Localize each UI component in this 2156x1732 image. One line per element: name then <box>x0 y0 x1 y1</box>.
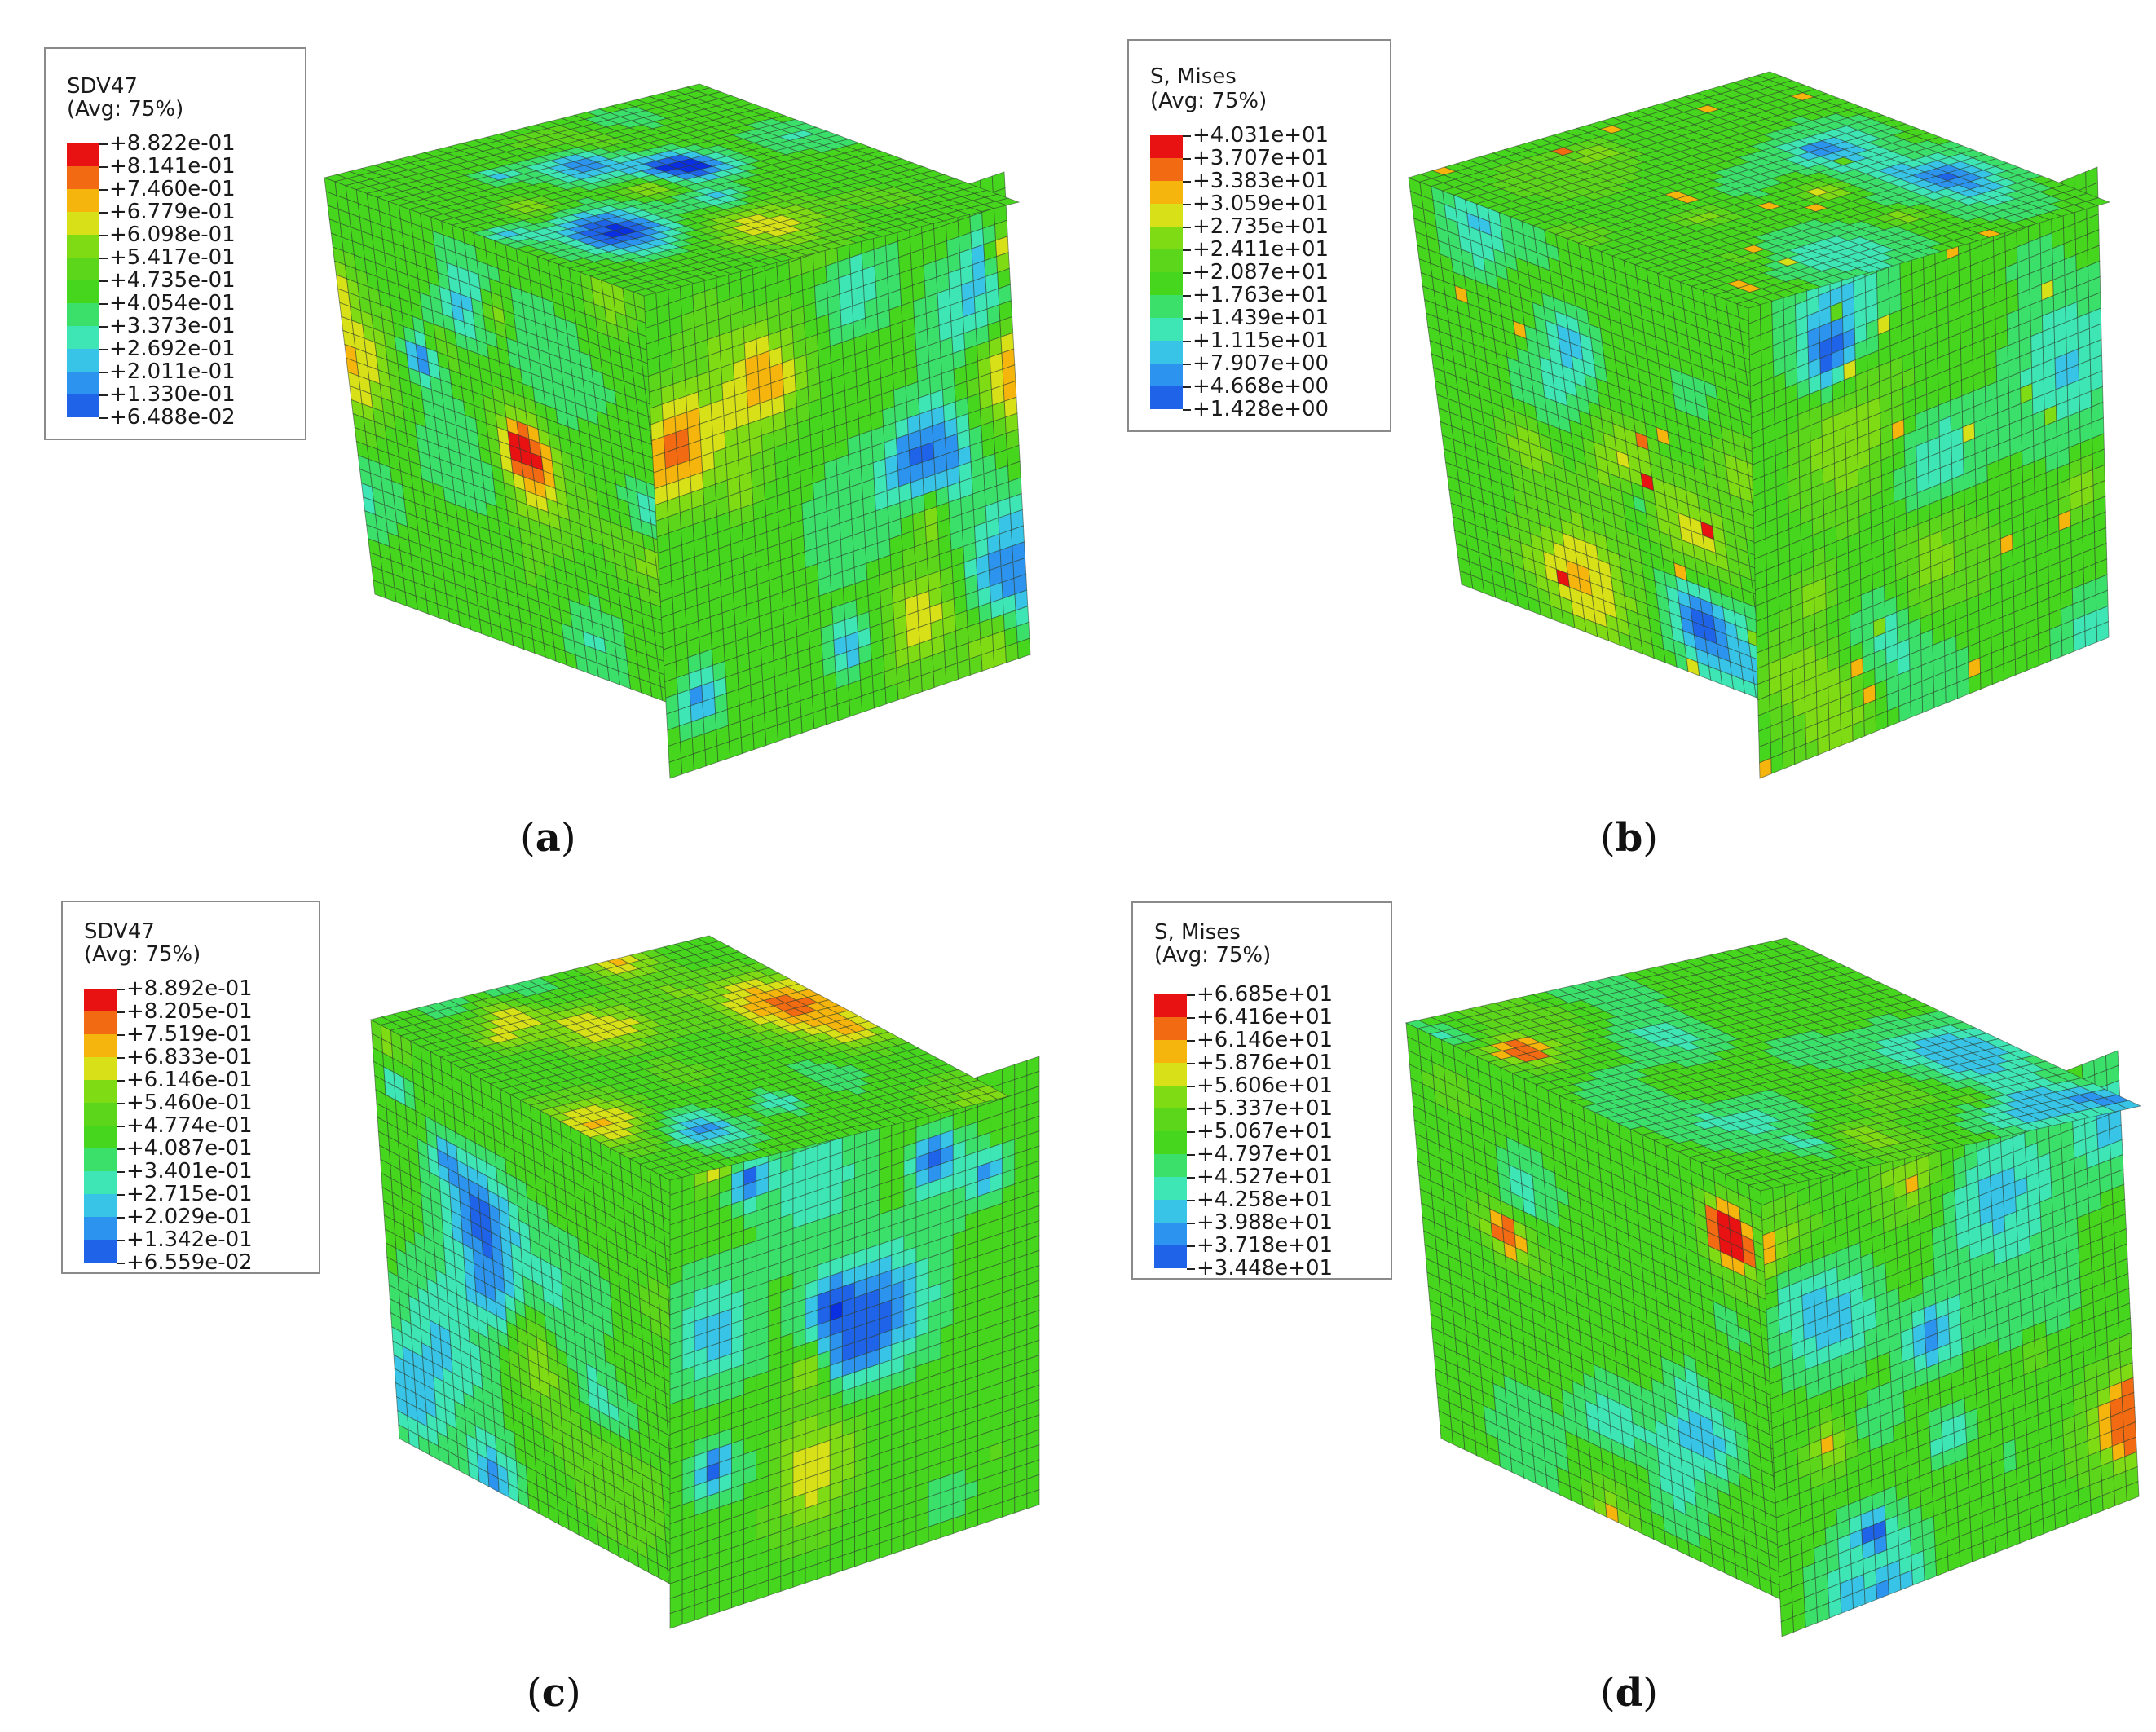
mesh-element <box>872 687 887 709</box>
contour-legend: SDV47 (Avg: 75%) +8.822e-01 +8.141e-01 +7.… <box>44 47 306 440</box>
legend-value: +6.488e-02 <box>109 405 236 430</box>
legend-value: +6.779e-01 <box>109 200 236 224</box>
legend-tick <box>99 258 108 259</box>
legend-tick <box>99 349 108 350</box>
panel-b: S, Mises (Avg: 75%) +4.031e+01 +3.707e+01… <box>1078 0 2156 866</box>
mesh-element <box>909 675 923 697</box>
legend-row: +4.735e-01 <box>67 269 393 303</box>
legend-color-band <box>67 258 99 280</box>
mesh-element <box>800 712 815 734</box>
legend-row: +3.373e-01 <box>67 315 393 349</box>
legend-value: +6.098e-01 <box>109 223 236 247</box>
legend-averaging: (Avg: 75%) <box>67 97 184 121</box>
legend-tick <box>99 394 108 396</box>
fe-mesh-cube <box>323 83 1031 779</box>
mesh-element <box>729 737 743 759</box>
legend-tick <box>99 212 108 214</box>
mesh-element <box>945 663 959 685</box>
legend-color-band <box>67 166 99 189</box>
legend-row: +2.011e-01 <box>67 360 393 394</box>
legend-value: +2.011e-01 <box>109 359 236 384</box>
legend-color-band <box>67 326 99 349</box>
legend-tick <box>99 166 108 168</box>
mesh-element <box>765 725 779 747</box>
legend-tick <box>99 143 108 145</box>
legend-row: +6.098e-01 <box>67 223 393 258</box>
legend-row: +8.822e-01 <box>67 132 393 166</box>
legend-tick <box>99 372 108 373</box>
legend-row: +2.692e-01 <box>67 337 393 372</box>
legend-value: +3.373e-01 <box>109 314 236 338</box>
legend-tick <box>99 326 108 328</box>
legend-value: +7.460e-01 <box>109 177 236 201</box>
caption-label: a <box>535 815 561 861</box>
legend-row: +8.141e-01 <box>67 155 393 189</box>
legend-value: +1.330e-01 <box>109 382 236 407</box>
legend-row: +6.779e-01 <box>67 201 393 235</box>
legend-color-band <box>67 189 99 212</box>
legend-tick <box>99 417 108 419</box>
legend-variable: SDV47 <box>67 74 138 99</box>
fe-mesh-cube <box>1407 71 2111 779</box>
legend-row: +1.330e-01 <box>67 383 393 417</box>
legend-color-band <box>67 280 99 303</box>
legend-row: +4.054e-01 <box>67 292 393 326</box>
cube-right-face <box>643 171 1031 779</box>
legend-row: +7.460e-01 <box>67 178 393 212</box>
mesh-element <box>836 699 851 721</box>
legend-value: +2.692e-01 <box>109 337 236 361</box>
legend-value: +8.822e-01 <box>109 131 236 156</box>
legend-color-band <box>67 372 99 394</box>
legend-row: +6.488e-02 <box>67 406 393 440</box>
legend-row: +5.417e-01 <box>67 246 393 280</box>
legend-color-band <box>67 394 99 417</box>
legend-value: +4.735e-01 <box>109 268 236 293</box>
legend-color-band <box>67 143 99 166</box>
legend-tick <box>99 303 108 305</box>
cube-top-face <box>323 83 1021 297</box>
legend-tick <box>99 280 108 282</box>
legend-color-band <box>67 349 99 372</box>
mesh-element <box>981 650 995 672</box>
panel-a: SDV47 (Avg: 75%) +8.822e-01 +8.141e-01 +7.… <box>0 0 1078 866</box>
legend-tick <box>99 189 108 191</box>
legend-color-band <box>67 235 99 258</box>
legend-color-band <box>67 303 99 326</box>
mesh-element <box>1016 637 1031 659</box>
legend-tick <box>99 235 108 236</box>
legend-value: +8.141e-01 <box>109 154 236 178</box>
legend-color-band <box>67 212 99 235</box>
legend-value: +5.417e-01 <box>109 245 236 270</box>
cube-left-face <box>324 177 695 713</box>
legend-value: +4.054e-01 <box>109 291 236 315</box>
mesh-element <box>692 749 707 771</box>
caption-a: (a) <box>520 815 576 861</box>
